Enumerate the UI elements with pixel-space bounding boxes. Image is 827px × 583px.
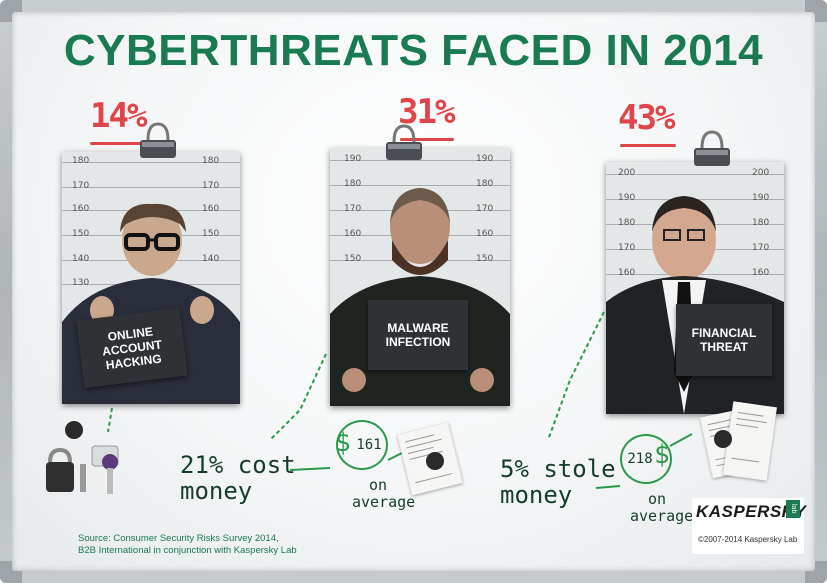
brand-lab: lab [786,500,800,518]
keys-and-padlock-icon [46,421,119,494]
ruler-mark: 180 [202,156,220,166]
magnet-icon [426,452,444,470]
underline [400,138,454,141]
ruler-mark: 150 [72,229,90,239]
ruler-mark: 170 [618,243,636,253]
ruler-mark: 180 [344,179,362,189]
dollar-icon: $ [654,440,670,470]
mugshot-photo-3: 200 190 180 170 160 200 190 180 170 160 … [606,162,784,414]
percent-online-hacking: 14% [90,96,147,136]
ruler-mark: 160 [202,204,220,214]
kaspersky-logo: KASPERSKY lab ©2007-2014 Kaspersky Lab [692,498,807,554]
amount-circle: 218 [620,434,672,484]
mugshot-photo-1: 180 170 160 150 140 130 180 170 160 150 … [62,152,240,404]
ruler-mark: 160 [476,229,494,239]
ruler-mark: 190 [344,154,362,164]
ruler-mark: 190 [618,193,636,203]
ruler-mark: 170 [344,204,362,214]
ruler-mark: 200 [752,168,770,178]
ruler-mark: 170 [476,204,494,214]
ruler-mark: 180 [618,218,636,228]
ruler-mark: 150 [202,229,220,239]
copyright: ©2007-2014 Kaspersky Lab [698,535,798,544]
underline [90,142,142,145]
ruler-mark: 160 [752,268,770,278]
ruler-mark: 180 [72,156,90,166]
page-title: CYBERTHREATS FACED IN 2014 [63,26,764,75]
ruler-mark: 140 [72,254,90,264]
ruler-mark: 160 [344,229,362,239]
note-21-cost-money: 21% cost money [180,451,296,505]
underline [620,144,676,147]
ruler-mark: 180 [476,179,494,189]
brand-name: KASPERSKY [696,502,807,521]
percent-financial: 43% [618,98,675,138]
binder-clip-icon [694,130,730,166]
mugshot-photo-2: 190 180 170 160 150 190 180 170 160 150 … [330,148,510,406]
sign-malware-infection: MALWARE INFECTION [368,300,468,370]
ruler-mark: 170 [202,181,220,191]
ruler-mark: 170 [72,181,90,191]
binder-clip-icon [386,124,422,160]
ruler-mark: 140 [202,254,220,264]
ruler-mark: 190 [752,193,770,203]
binder-clip-icon [140,122,176,158]
ruler-mark: 160 [72,204,90,214]
sign-financial-threat: FINANCIAL THREAT [676,304,772,376]
ruler-mark: 160 [618,268,636,278]
ruler-mark: 150 [344,254,362,264]
note-5-stole-money: 5% stole money [500,455,616,509]
source-citation: Source: Consumer Security Risks Survey 2… [78,533,297,556]
amount-circle: 161 [336,420,388,470]
average-label: on average [352,476,416,511]
ruler-mark: 180 [752,218,770,228]
ruler-mark: 190 [476,154,494,164]
ruler-mark: 200 [618,168,636,178]
amount-value: 218 [627,451,653,467]
ruler-mark: 150 [476,254,494,264]
amount-value: 161 [356,437,382,453]
average-label: on average [630,490,694,525]
ruler-mark: 170 [752,243,770,253]
ruler-mark: 130 [72,278,90,288]
magnet-icon [714,430,732,448]
